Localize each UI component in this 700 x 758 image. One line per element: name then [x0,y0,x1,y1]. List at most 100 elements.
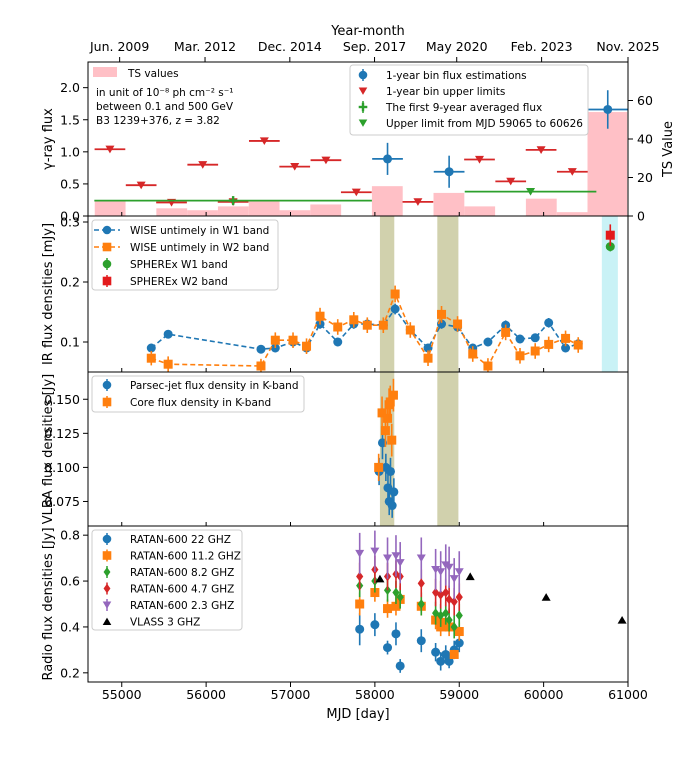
legend-radio-label: RATAN-600 8.2 GHZ [130,567,234,579]
data-point-radio-3-10 [450,596,458,607]
series-radio-4 [355,530,464,600]
y-tick-label: 0.100 [44,460,80,475]
y-tick-label: 0.5 [60,176,80,191]
legend-gamma-marker [358,119,368,127]
data-point-radio-4-11 [454,568,464,576]
y-tick-label: 0.6 [60,574,80,589]
data-point-ir-1-10 [378,320,388,330]
data-point-radio-1-10 [449,649,459,659]
series-vlba-1 [374,378,398,482]
legend-ir-label: SPHEREx W1 band [130,259,228,271]
legend-gamma-box [349,64,589,136]
ts-bar-10 [525,198,557,216]
data-point-radio-0-0 [355,624,365,634]
data-point-radio-2-4 [396,592,404,603]
data-point-ir-1-3 [270,335,280,345]
right-tick-label: 40 [637,132,653,147]
data-point-ir-0-1 [163,329,173,339]
data-point-ir-0-22 [561,343,571,353]
ts-bar-11 [556,212,588,216]
y-axis-title-ir: IR flux densities [mJy] [41,223,56,365]
data-point-radio-0-9 [444,656,454,666]
top-tick-label: Feb. 2023 [511,39,573,54]
data-point-radio-4-6 [431,565,441,574]
data-point-radio-5-0 [375,574,385,583]
data-point-radio-3-11 [455,592,463,603]
data-point-radio-2-3 [392,587,400,598]
data-point-ir-0-7 [333,337,343,347]
ts-bar-7 [371,186,403,216]
y-axis-title-gamma: γ-ray flux [41,108,56,170]
data-point-gamma-1-8 [351,188,361,197]
data-point-ir-1-17 [483,361,493,371]
data-point-ir-0-0 [146,343,156,353]
data-point-ir-0-17 [483,337,493,347]
legend-gamma-label: The first 9-year averaged flux [385,102,542,114]
data-point-radio-2-5 [417,599,425,609]
gamma-note-1: between 0.1 and 500 GeV [96,101,234,113]
data-point-gamma-0-1 [444,167,454,177]
legend-radio-marker [102,551,112,560]
data-point-ir-1-8 [349,315,359,325]
data-point-ir-1-15 [453,319,463,329]
right-tick-label: 0 [637,209,645,224]
top-tick-label: Jun. 2009 [89,39,149,54]
ts-bar-8 [433,192,465,216]
series-ir-3 [605,224,615,246]
y-tick-label: 0.150 [44,392,80,407]
data-point-radio-5-2 [541,593,551,601]
data-point-vlba-1-3 [383,413,393,423]
data-point-ir-1-20 [530,346,540,356]
data-point-vlba-1-5 [385,397,395,407]
y-tick-label: 0.8 [60,528,80,543]
legend-radio-label: RATAN-600 4.7 GHZ [130,584,234,596]
legend-radio-label: RATAN-600 11.2 GHZ [130,551,241,563]
legend-radio-marker [102,617,112,625]
data-point-radio-1-0 [355,599,365,609]
right-tick-label: 20 [637,170,653,185]
data-point-ir-1-0 [146,353,156,363]
y-tick-label: 0.0 [60,209,80,224]
top-axis-title: Year-month [330,24,405,39]
ts-bar-1 [156,208,188,216]
legend-gamma-label: 1-year bin upper limits [386,86,505,98]
data-point-ir-1-23 [573,340,583,350]
data-point-ir-1-1 [163,359,173,369]
data-point-ir-1-4 [288,335,298,345]
legend-vlba-marker [102,380,112,390]
top-tick-label: Dec. 2014 [258,39,322,54]
data-point-gamma-1-13 [567,168,577,176]
legend-ts-swatch [93,67,117,77]
data-point-radio-3-0 [356,571,364,582]
data-point-radio-4-10 [449,575,459,583]
y-tick-label: 0.2 [60,665,80,680]
y-tick-label: 0.3 [60,215,80,230]
data-point-radio-4-4 [395,559,405,567]
data-point-ir-0-2 [256,344,266,354]
legend-radio-label: RATAN-600 2.3 GHZ [130,600,234,612]
y-tick-label: 2.0 [60,80,80,95]
data-point-radio-2-11 [455,610,463,621]
data-point-radio-0-6 [431,647,441,657]
data-point-gamma-1-9 [413,198,423,206]
data-point-radio-1-11 [454,627,464,637]
data-point-vlba-1-7 [388,390,398,400]
data-point-radio-2-8 [442,608,450,619]
data-point-radio-0-7 [436,656,446,666]
data-point-gamma-0-0 [383,154,393,164]
data-point-ir-2-0 [605,242,615,252]
series-ir-1 [146,285,583,372]
data-point-ir-3-0 [605,230,615,240]
top-tick-label: Sep. 2017 [343,39,406,54]
series-line [151,291,579,368]
data-point-gamma-1-6 [290,162,300,171]
data-point-ir-1-19 [515,351,525,361]
y-tick-label: 0.075 [44,494,80,509]
data-point-radio-2-9 [445,615,453,626]
legend-vlba-label: Parsec-jet flux density in K-band [130,380,299,392]
data-point-ir-1-9 [362,320,372,330]
legend-ir-label: WISE untimely in W1 band [130,225,269,237]
series-gamma-0 [372,90,628,188]
ts-bar-4 [248,200,280,216]
y-tick-label: 1.0 [60,144,80,159]
